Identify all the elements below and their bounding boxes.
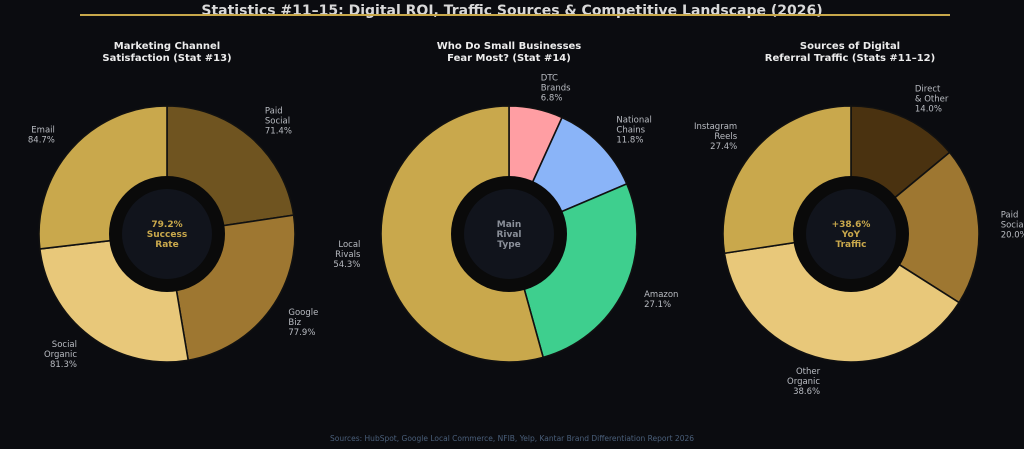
title-rule xyxy=(80,14,950,16)
slice-label-instagram-reels: Instagram Reels 27.4% xyxy=(694,122,738,152)
slice-other-organic xyxy=(723,233,961,363)
donut-inner-disc xyxy=(122,189,212,279)
slice-label-social-organic: Social Organic 81.3% xyxy=(44,340,77,370)
slice-paid-social xyxy=(849,151,980,304)
chart-title-referral-traffic: Sources of Digital Referral Traffic (Stat… xyxy=(764,41,936,64)
footer-source: Sources: HubSpot, Google Local Commerce,… xyxy=(329,434,695,443)
donut-satisfaction: Paid Social 71.4% Google Biz 77.9% Social Organ… xyxy=(28,105,318,370)
slice-label-email: Email 84.7% xyxy=(28,125,55,145)
slice-label-paid-social: Paid Social 71.4% xyxy=(265,106,292,136)
donut-inner-disc xyxy=(806,189,896,279)
center-label: Main Rival Type xyxy=(496,220,521,250)
center-label: 79.2% Success Rate xyxy=(147,220,187,250)
donut-rival-fear: DTC Brands 6.8% National Chains 11.8% Amazon 27… xyxy=(333,73,678,363)
slice-label-dtc-brands: DTC Brands 6.8% xyxy=(541,73,571,103)
slice-label-local-rivals: Local Rivals 54.3% xyxy=(333,240,361,270)
donut-inner-disc xyxy=(464,189,554,279)
slice-label-google-biz: Google Biz 77.9% xyxy=(288,308,318,338)
slice-label-amazon: Amazon 27.1% xyxy=(644,290,678,310)
slice-label-national-chains: National Chains 11.8% xyxy=(616,115,651,145)
center-label: +38.6% YoY Traffic xyxy=(832,220,871,250)
slice-label-other-organic: Other Organic 38.6% xyxy=(787,367,821,397)
chart-title-satisfaction: Marketing Channel Satisfaction (Stat #13) xyxy=(102,41,232,64)
chart-title-rival-fear: Who Do Small Businesses Fear Most? (Stat … xyxy=(436,41,582,64)
slice-label-direct-other: Direct & Other 14.0% xyxy=(915,84,949,114)
